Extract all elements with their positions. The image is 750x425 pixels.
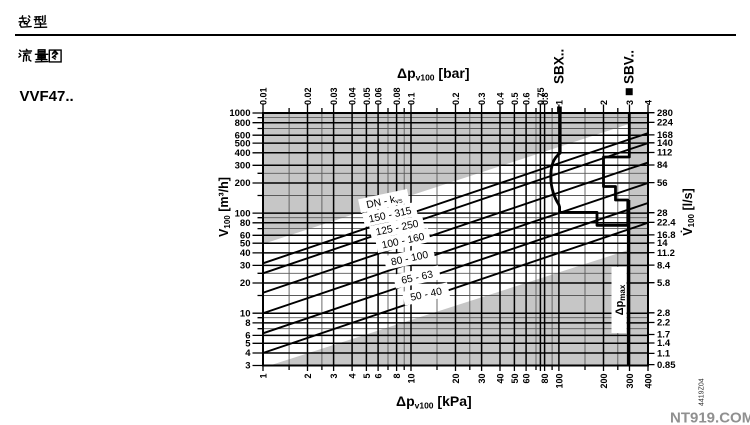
svg-text:NT919.COM: NT919.COM (670, 410, 750, 425)
svg-text:50: 50 (510, 374, 520, 384)
svg-text:140: 140 (657, 138, 673, 149)
svg-text:40: 40 (240, 248, 251, 259)
svg-text:56: 56 (657, 178, 668, 189)
svg-text:0.6: 0.6 (522, 92, 532, 105)
svg-text:6: 6 (374, 374, 384, 379)
svg-text:SBV..: SBV.. (622, 50, 637, 84)
svg-text:11.2: 11.2 (657, 248, 675, 259)
svg-text:84: 84 (657, 160, 668, 171)
svg-text:0.03: 0.03 (329, 87, 339, 105)
svg-text:5: 5 (362, 374, 372, 379)
svg-text:16.8: 16.8 (657, 230, 676, 241)
svg-text:200: 200 (599, 374, 609, 389)
svg-text:0.02: 0.02 (303, 87, 313, 105)
svg-text:280: 280 (657, 108, 673, 119)
svg-text:Δpmax: Δpmax (614, 284, 627, 315)
svg-text:1.1: 1.1 (657, 349, 671, 360)
svg-text:3: 3 (329, 374, 339, 379)
svg-text:10: 10 (240, 308, 251, 319)
svg-text:0.08: 0.08 (392, 87, 402, 105)
svg-text:400: 400 (235, 148, 251, 159)
svg-text:5.8: 5.8 (657, 278, 670, 289)
svg-text:800: 800 (235, 118, 251, 129)
svg-text:2.8: 2.8 (657, 308, 670, 319)
svg-text:0.1: 0.1 (407, 92, 417, 105)
svg-text:200: 200 (235, 178, 251, 189)
svg-text:224: 224 (657, 118, 674, 129)
svg-text:30: 30 (240, 261, 251, 272)
svg-text:100: 100 (235, 208, 251, 219)
svg-text:Δpv100 [kPa]: Δpv100 [kPa] (396, 393, 472, 411)
svg-text:14: 14 (657, 238, 668, 249)
svg-text:V100 [m³/h]: V100 [m³/h] (217, 177, 232, 237)
svg-text:300: 300 (235, 161, 251, 172)
svg-text:0.8: 0.8 (540, 92, 550, 105)
svg-text:112: 112 (657, 148, 672, 159)
svg-text:0.5: 0.5 (510, 92, 520, 105)
svg-text:Δpv100 [bar]: Δpv100 [bar] (397, 65, 470, 83)
svg-text:4: 4 (348, 374, 358, 379)
svg-text:2: 2 (599, 100, 609, 105)
svg-text:2.2: 2.2 (657, 318, 670, 329)
svg-text:40: 40 (496, 374, 506, 384)
svg-text:5: 5 (245, 339, 251, 350)
svg-text:28: 28 (657, 208, 668, 219)
svg-text:80: 80 (540, 374, 550, 384)
svg-text:3: 3 (625, 100, 635, 105)
svg-text:1: 1 (554, 100, 564, 105)
svg-text:60: 60 (522, 374, 532, 384)
svg-text:SBX..: SBX.. (552, 49, 567, 84)
svg-text:80: 80 (240, 218, 251, 229)
svg-text:2: 2 (303, 374, 313, 379)
svg-text:0.85: 0.85 (657, 360, 676, 371)
svg-text:0.05: 0.05 (362, 87, 372, 105)
svg-text:1.7: 1.7 (657, 330, 670, 341)
svg-text:1: 1 (259, 374, 269, 379)
svg-text:300: 300 (625, 374, 635, 389)
svg-text:3: 3 (245, 361, 250, 372)
svg-text:168: 168 (657, 130, 673, 141)
svg-text:100: 100 (554, 374, 564, 389)
svg-text:20: 20 (240, 278, 251, 289)
svg-text:4: 4 (245, 348, 251, 359)
svg-text:4: 4 (644, 100, 654, 105)
svg-text:1.4: 1.4 (657, 338, 671, 349)
svg-text:0.75: 0.75 (536, 87, 546, 105)
svg-text:0.2: 0.2 (451, 92, 461, 105)
svg-text:60: 60 (240, 231, 251, 242)
svg-text:22.4: 22.4 (657, 218, 676, 229)
svg-text:4419Z04: 4419Z04 (699, 378, 706, 406)
svg-text:0.01: 0.01 (259, 87, 269, 105)
svg-text:600: 600 (235, 130, 251, 141)
svg-text:V̇100 [l/s]: V̇100 [l/s] (680, 188, 696, 235)
svg-text:1000: 1000 (229, 108, 250, 119)
svg-text:50: 50 (240, 238, 251, 249)
svg-text:0.04: 0.04 (348, 87, 358, 105)
svg-text:8.4: 8.4 (657, 260, 671, 271)
svg-text:10: 10 (407, 374, 417, 384)
svg-text:0.3: 0.3 (477, 92, 487, 105)
svg-text:6: 6 (245, 331, 250, 342)
svg-text:400: 400 (644, 374, 654, 389)
svg-text:0.06: 0.06 (374, 87, 384, 105)
svg-text:30: 30 (477, 374, 487, 384)
svg-text:VVF47..: VVF47.. (20, 88, 74, 105)
svg-text:0.4: 0.4 (496, 92, 506, 105)
svg-text:8: 8 (392, 374, 402, 379)
svg-text:500: 500 (235, 138, 251, 149)
svg-text:20: 20 (451, 374, 461, 384)
svg-text:8: 8 (245, 318, 250, 329)
